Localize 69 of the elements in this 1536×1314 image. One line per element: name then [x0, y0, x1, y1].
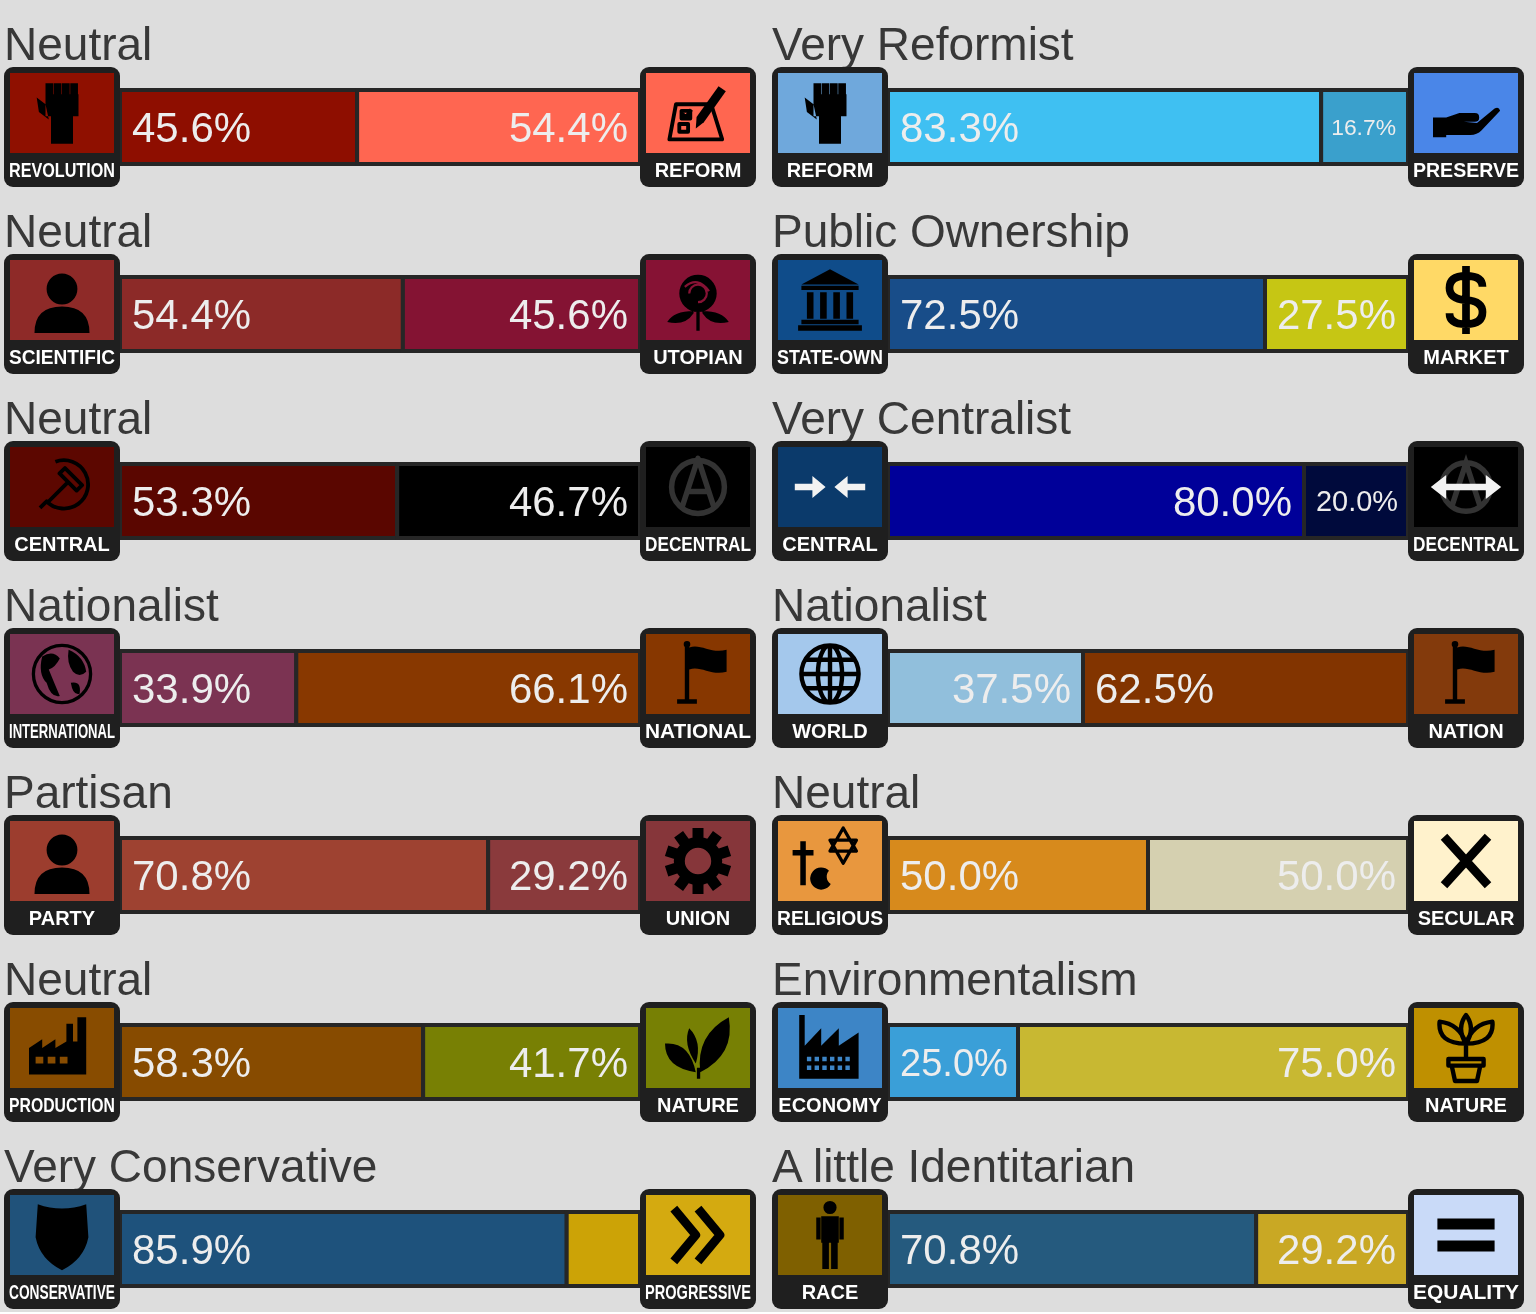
series-label: RELIGIOUS [777, 907, 888, 929]
data-label: 66.1% [508, 665, 628, 713]
chart-title: Neutral [4, 953, 153, 1005]
chart-title: Very Reformist [772, 18, 1074, 70]
data-label: 37.5% [951, 665, 1071, 713]
series-label: STATE-OWN [777, 346, 896, 368]
data-label: 54.4% [508, 104, 628, 152]
series-label: PROGRESSIVE [645, 1281, 791, 1303]
series-label: REVOLUTION [9, 159, 141, 181]
data-label: 27.5% [1276, 291, 1396, 339]
data-label: 20.0% [1316, 485, 1398, 518]
data-label: 62.5% [1095, 665, 1215, 713]
chart-title: Neutral [772, 766, 921, 818]
data-label: 72.5% [900, 291, 1020, 339]
series-label: DECENTRAL [645, 533, 769, 555]
series-label: INTERNATIONAL [9, 720, 171, 742]
data-label: 50.0% [1276, 852, 1396, 900]
series-label: CENTRAL [14, 533, 110, 555]
data-label: 58.3% [132, 1039, 252, 1087]
chart-title: Neutral [4, 18, 153, 70]
series-label: REFORM [654, 159, 742, 181]
series-label: NATION [1428, 720, 1504, 742]
chart-title: Neutral [4, 392, 153, 444]
chart-title: Nationalist [4, 579, 219, 631]
data-label: 85.9% [132, 1226, 252, 1274]
data-label: 75.0% [1276, 1039, 1396, 1087]
data-label: 45.6% [132, 104, 252, 152]
data-label: 46.7% [508, 478, 628, 526]
data-label: 80.0% [1172, 478, 1292, 526]
series-label: ECONOMY [778, 1094, 883, 1116]
data-label: 54.4% [132, 291, 252, 339]
chart-title: Nationalist [772, 579, 987, 631]
series-label: DECENTRAL [1413, 533, 1536, 555]
data-label: 41.7% [508, 1039, 628, 1087]
data-label: 53.3% [132, 478, 252, 526]
data-label: 45.6% [508, 291, 628, 339]
data-label: 29.2% [508, 852, 628, 900]
data-label: 70.8% [132, 852, 252, 900]
series-label: CENTRAL [782, 533, 878, 555]
series-label: RACE [801, 1281, 859, 1303]
series-label: UTOPIAN [653, 346, 743, 368]
series-label: WORLD [792, 720, 868, 742]
chart-title: A little Identitarian [772, 1140, 1136, 1192]
chart-title: Neutral [4, 205, 153, 257]
series-label: NATURE [1425, 1094, 1507, 1116]
series-label: NATURE [657, 1094, 739, 1116]
series-label: REFORM [786, 159, 874, 181]
data-label: 25.0% [900, 1041, 1008, 1084]
data-label: 33.9% [132, 665, 252, 713]
data-label: 83.3% [900, 104, 1020, 152]
chart-title: Public Ownership [772, 205, 1130, 257]
chart-title: Environmentalism [772, 953, 1138, 1005]
series-label: PARTY [28, 907, 96, 929]
chart-title: Very Centralist [772, 392, 1072, 444]
series-label: SCIENTIFIC [9, 346, 121, 368]
data-label: 70.8% [900, 1226, 1020, 1274]
series-label: EQUALITY [1413, 1281, 1520, 1303]
chart-title: Very Conservative [4, 1140, 378, 1192]
data-label: 50.0% [900, 852, 1020, 900]
series-label: MARKET [1423, 346, 1509, 368]
data-label: 29.2% [1276, 1226, 1396, 1274]
series-label: PRODUCTION [9, 1094, 144, 1116]
data-label: 16.7% [1331, 114, 1396, 141]
series-label: CONSERVATIVE [9, 1281, 164, 1303]
series-label: PRESERVE [1413, 159, 1522, 181]
series-label: SECULAR [1417, 907, 1515, 929]
series-label: UNION [665, 907, 731, 929]
series-label: NATIONAL [645, 720, 751, 742]
chart-title: Partisan [4, 766, 173, 818]
